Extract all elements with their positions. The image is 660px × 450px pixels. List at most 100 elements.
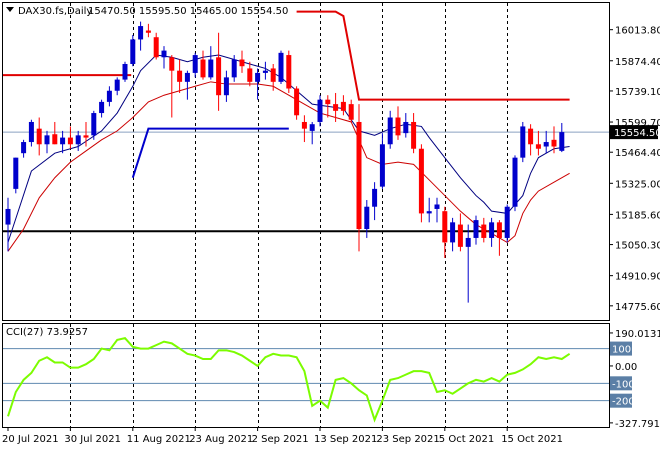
candle-bearish xyxy=(169,55,175,118)
cci-axis-label: -100 xyxy=(612,379,635,390)
candle-body xyxy=(309,124,315,131)
candle-body xyxy=(504,206,510,238)
candle-bullish xyxy=(403,113,409,138)
candle-body xyxy=(465,237,471,247)
moving-average-fast xyxy=(7,54,570,243)
price-axis-label: 15464.40 xyxy=(615,148,660,159)
candle-body xyxy=(356,121,362,230)
cci-line xyxy=(7,337,571,423)
resistance-line-lower xyxy=(296,10,570,101)
candle-body xyxy=(489,222,495,238)
candle-bearish xyxy=(52,121,58,145)
candle-bullish xyxy=(114,77,120,96)
candle-body xyxy=(481,224,487,238)
candle-bullish xyxy=(262,61,268,80)
candle-body xyxy=(387,117,393,145)
candles xyxy=(5,21,565,303)
trend-line xyxy=(131,127,289,179)
candle-body xyxy=(99,101,105,114)
candle-body xyxy=(114,79,120,91)
time-axis-label: 23 Sep 2021 xyxy=(376,434,439,445)
candle-body xyxy=(434,204,440,209)
candle-body xyxy=(138,26,144,40)
time-axis-label: 23 Aug 2021 xyxy=(189,434,253,445)
candle-body xyxy=(208,59,214,78)
candle-bullish xyxy=(387,110,393,149)
candle-bullish xyxy=(99,99,105,118)
candle-body xyxy=(153,37,159,58)
time-axis-label: 5 Oct 2021 xyxy=(439,434,494,445)
price-axis: 16013.80 15874.40 15739.10 15599.70 15464.40… xyxy=(609,26,660,313)
candle-body xyxy=(231,59,237,78)
candle-bullish xyxy=(504,204,510,243)
candle-bearish xyxy=(496,220,502,256)
candle-bearish xyxy=(457,213,463,252)
candle-bullish xyxy=(122,61,128,82)
candle-body xyxy=(418,148,424,214)
candle-bearish xyxy=(356,104,362,252)
candle-body xyxy=(255,72,261,82)
candle-body xyxy=(184,72,190,82)
cci-grid xyxy=(3,324,609,427)
time-axis-label: 13 Sep 2021 xyxy=(314,434,377,445)
candle-bearish xyxy=(325,95,331,118)
candle-bullish xyxy=(543,130,549,154)
candle-body xyxy=(551,139,557,147)
candle-bullish xyxy=(489,217,495,247)
candle-body xyxy=(325,99,331,105)
candle-bearish xyxy=(528,124,534,156)
candle-body xyxy=(169,57,175,71)
candle-bullish xyxy=(520,121,526,163)
candle-bearish xyxy=(145,23,151,38)
candle-body xyxy=(216,57,222,96)
moving-average-slow xyxy=(7,81,570,252)
candle-body xyxy=(192,55,198,73)
candle-bearish xyxy=(333,92,339,122)
candle-body xyxy=(239,59,245,67)
candle-body xyxy=(262,70,268,73)
candle-body xyxy=(442,211,448,243)
candle-body xyxy=(5,208,11,225)
candle-bearish xyxy=(535,130,541,156)
candle-bullish xyxy=(223,70,229,102)
price-axis-label: 15050.30 xyxy=(615,241,660,252)
candle-bearish xyxy=(301,115,307,143)
candle-bullish xyxy=(44,130,50,154)
time-axis-label: 20 Jul 2021 xyxy=(2,434,59,445)
candle-body xyxy=(247,68,253,82)
price-axis-label: 16013.80 xyxy=(615,26,660,37)
cci-axis-label: 190.0131 xyxy=(615,329,660,340)
candle-body xyxy=(512,157,518,207)
candle-body xyxy=(52,134,58,145)
candle-bullish xyxy=(130,34,136,67)
candle-bullish xyxy=(278,50,284,85)
candle-body xyxy=(36,128,42,145)
candle-body xyxy=(294,88,300,116)
symbol-label: DAX30.fs,Daily xyxy=(18,6,92,17)
price-axis-label: 15874.40 xyxy=(615,57,660,68)
main-panel-frame xyxy=(2,2,610,321)
candle-bearish xyxy=(200,50,206,80)
candle-body xyxy=(403,121,409,134)
candle-bearish xyxy=(340,95,346,116)
candle-bullish xyxy=(255,68,261,100)
candle-bullish xyxy=(28,119,34,147)
price-axis-label: 14775.60 xyxy=(615,302,660,313)
candle-body xyxy=(426,211,432,214)
candle-body xyxy=(161,50,167,58)
dropdown-arrow-icon[interactable] xyxy=(6,7,14,12)
cci-series xyxy=(7,337,571,423)
candle-bearish xyxy=(67,126,73,149)
candle-bearish xyxy=(216,32,222,111)
cci-axis-label: 0.00 xyxy=(615,362,637,373)
current-price-box xyxy=(610,125,658,140)
candle-body xyxy=(122,63,128,80)
candle-body xyxy=(270,68,276,82)
candle-bullish xyxy=(465,224,471,303)
price-axis-label: 15599.70 xyxy=(615,118,660,129)
cci-label: CCI(27) 73.9257 xyxy=(6,327,88,338)
candle-bullish xyxy=(192,52,198,78)
time-axis-label: 11 Aug 2021 xyxy=(127,434,191,445)
